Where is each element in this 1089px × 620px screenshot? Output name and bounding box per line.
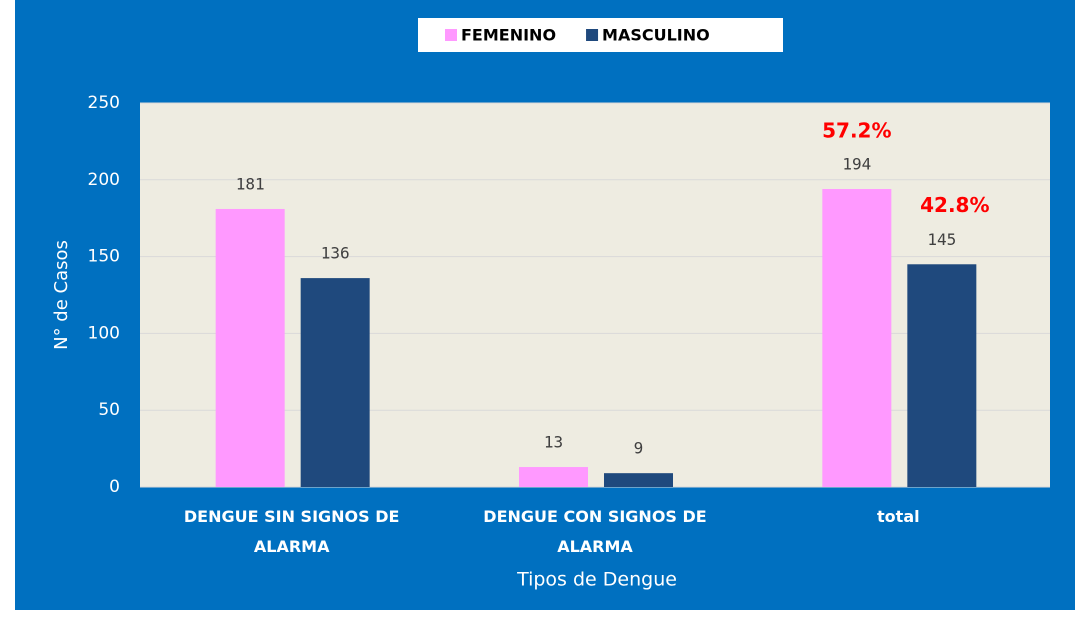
- value-label: 13: [544, 433, 563, 452]
- x-tick-label: DENGUE CON SIGNOS DE ALARMA: [483, 507, 706, 556]
- legend-label: MASCULINO: [602, 26, 710, 45]
- legend-box: [418, 18, 783, 52]
- annotation: 42.8%: [920, 193, 989, 217]
- y-tick-label: 100: [88, 323, 120, 343]
- y-tick-label: 0: [109, 477, 120, 497]
- x-axis-label: Tipos de Dengue: [516, 569, 677, 591]
- value-label: 136: [321, 244, 350, 263]
- y-tick-label: 250: [88, 93, 120, 113]
- value-label: 9: [634, 439, 644, 458]
- annotation: 57.2%: [822, 119, 891, 143]
- bar: [519, 467, 588, 487]
- plot-area: [140, 103, 1050, 487]
- y-tick-label: 150: [88, 247, 120, 267]
- bar: [604, 473, 673, 487]
- y-tick-label: 50: [98, 400, 120, 420]
- legend-label: FEMENINO: [461, 26, 556, 45]
- x-tick-label: total: [877, 507, 920, 526]
- bar: [300, 278, 370, 487]
- legend-swatch: [445, 29, 457, 41]
- bar: [822, 189, 892, 488]
- x-tick-label: DENGUE SIN SIGNOS DE ALARMA: [184, 507, 400, 556]
- value-label: 194: [842, 155, 871, 174]
- y-axis-label: N° de Casos: [51, 240, 72, 350]
- bar: [907, 264, 977, 487]
- value-label: 145: [927, 230, 956, 249]
- legend-swatch: [586, 29, 599, 41]
- y-tick-label: 200: [88, 170, 120, 190]
- value-label: 181: [236, 174, 265, 193]
- bar: [215, 208, 285, 487]
